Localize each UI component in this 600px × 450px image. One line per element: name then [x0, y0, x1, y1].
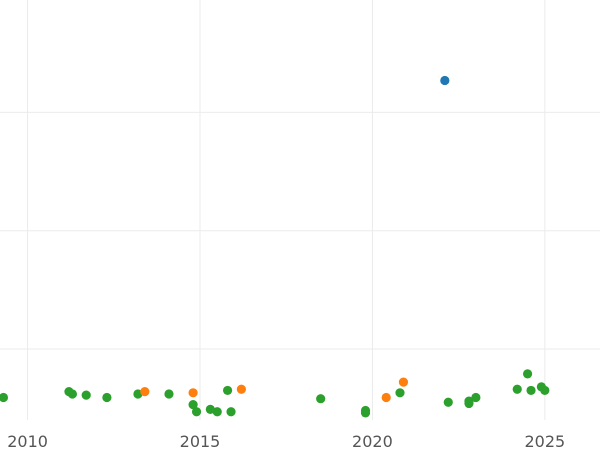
data-points: [0, 75, 550, 418]
data-point: [0, 392, 9, 403]
data-point: [471, 392, 481, 403]
data-point: [188, 400, 198, 410]
x-tick-label: 2010: [7, 432, 48, 450]
grid: [0, 0, 600, 420]
data-point: [381, 392, 391, 403]
data-point: [464, 396, 474, 406]
data-point: [222, 385, 233, 396]
data-point: [512, 384, 522, 394]
data-point: [395, 388, 405, 398]
data-point: [540, 385, 550, 396]
data-point: [140, 387, 150, 397]
data-point: [526, 385, 536, 396]
x-tick-label: 2025: [524, 432, 565, 450]
data-point: [226, 407, 236, 417]
x-tick-label: 2015: [180, 432, 221, 450]
data-point: [102, 392, 112, 403]
data-point: [316, 394, 326, 404]
data-point: [212, 407, 222, 417]
data-point: [164, 389, 174, 399]
data-point: [398, 377, 409, 387]
data-point: [67, 389, 78, 399]
data-point: [522, 369, 533, 379]
data-point: [360, 408, 371, 418]
x-tick-label: 2020: [352, 432, 393, 450]
data-point: [440, 75, 450, 86]
x-axis-ticks: 2010 2015 2020 2025: [7, 432, 565, 450]
data-point: [443, 397, 453, 407]
data-point: [81, 390, 91, 400]
data-point: [188, 388, 198, 398]
data-point: [236, 384, 246, 394]
data-point: [191, 407, 202, 417]
